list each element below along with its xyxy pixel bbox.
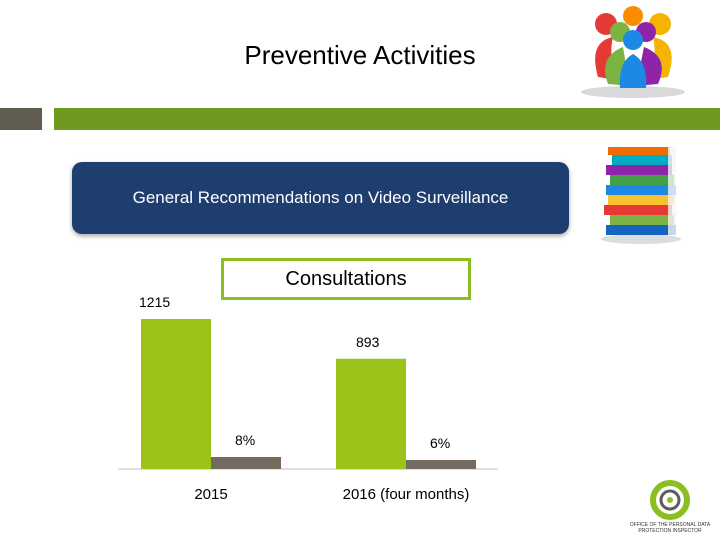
people-circle-icon [581, 6, 685, 98]
books-stack-icon [601, 147, 681, 244]
page-title: Preventive Activities [244, 40, 476, 70]
bar-percentage [211, 457, 281, 469]
bar-consultations [336, 358, 406, 469]
data-label-percentage: 8% [235, 432, 255, 448]
header-divider-bar [54, 108, 720, 130]
recommendation-banner: General Recommendations on Video Surveil… [72, 162, 569, 234]
data-label-consultations: 893 [356, 334, 380, 350]
recommendation-label: General Recommendations on Video Surveil… [132, 188, 509, 207]
bar-percentage [406, 460, 476, 469]
consultations-box: Consultations [221, 258, 471, 300]
consultations-label: Consultations [285, 267, 407, 290]
org-logo: OFFICE OF THE PERSONAL DATA PROTECTION I… [622, 478, 718, 540]
org-logo-text: OFFICE OF THE PERSONAL DATA PROTECTION I… [629, 522, 711, 534]
category-label: 2015 [194, 486, 227, 503]
data-label-consultations: 1215 [139, 294, 170, 310]
bar-consultations [141, 319, 211, 469]
data-label-percentage: 6% [430, 435, 450, 451]
header-accent-block [0, 108, 42, 130]
category-label: 2016 (four months) [343, 486, 470, 503]
org-emblem-icon [650, 480, 690, 520]
